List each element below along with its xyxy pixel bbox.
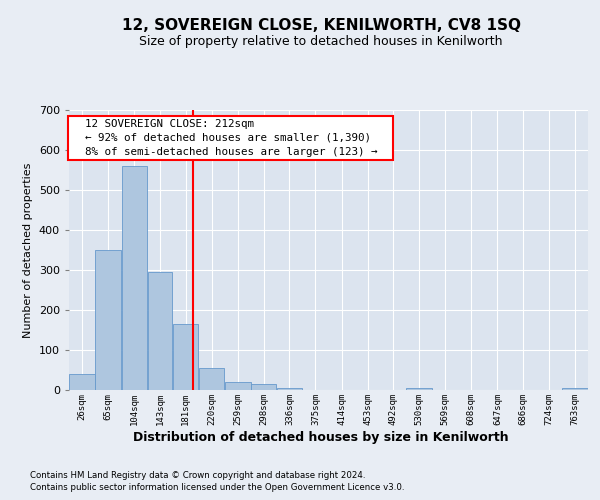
Text: Size of property relative to detached houses in Kenilworth: Size of property relative to detached ho…	[139, 35, 503, 48]
Bar	[562, 388, 587, 390]
Bar	[122, 166, 147, 390]
Y-axis label: Number of detached properties: Number of detached properties	[23, 162, 33, 338]
Bar	[173, 324, 199, 390]
Bar	[70, 374, 95, 390]
Bar	[251, 384, 276, 390]
Bar	[225, 382, 251, 390]
Bar	[277, 388, 302, 390]
Text: Contains HM Land Registry data © Crown copyright and database right 2024.: Contains HM Land Registry data © Crown c…	[30, 472, 365, 480]
Text: Distribution of detached houses by size in Kenilworth: Distribution of detached houses by size …	[133, 431, 509, 444]
Text: 12, SOVEREIGN CLOSE, KENILWORTH, CV8 1SQ: 12, SOVEREIGN CLOSE, KENILWORTH, CV8 1SQ	[121, 18, 521, 32]
Bar	[95, 250, 121, 390]
Bar	[148, 272, 172, 390]
Bar	[199, 368, 224, 390]
Text: Contains public sector information licensed under the Open Government Licence v3: Contains public sector information licen…	[30, 483, 404, 492]
Bar	[406, 388, 432, 390]
Text: 12 SOVEREIGN CLOSE: 212sqm
  ← 92% of detached houses are smaller (1,390)
  8% o: 12 SOVEREIGN CLOSE: 212sqm ← 92% of deta…	[71, 119, 390, 157]
